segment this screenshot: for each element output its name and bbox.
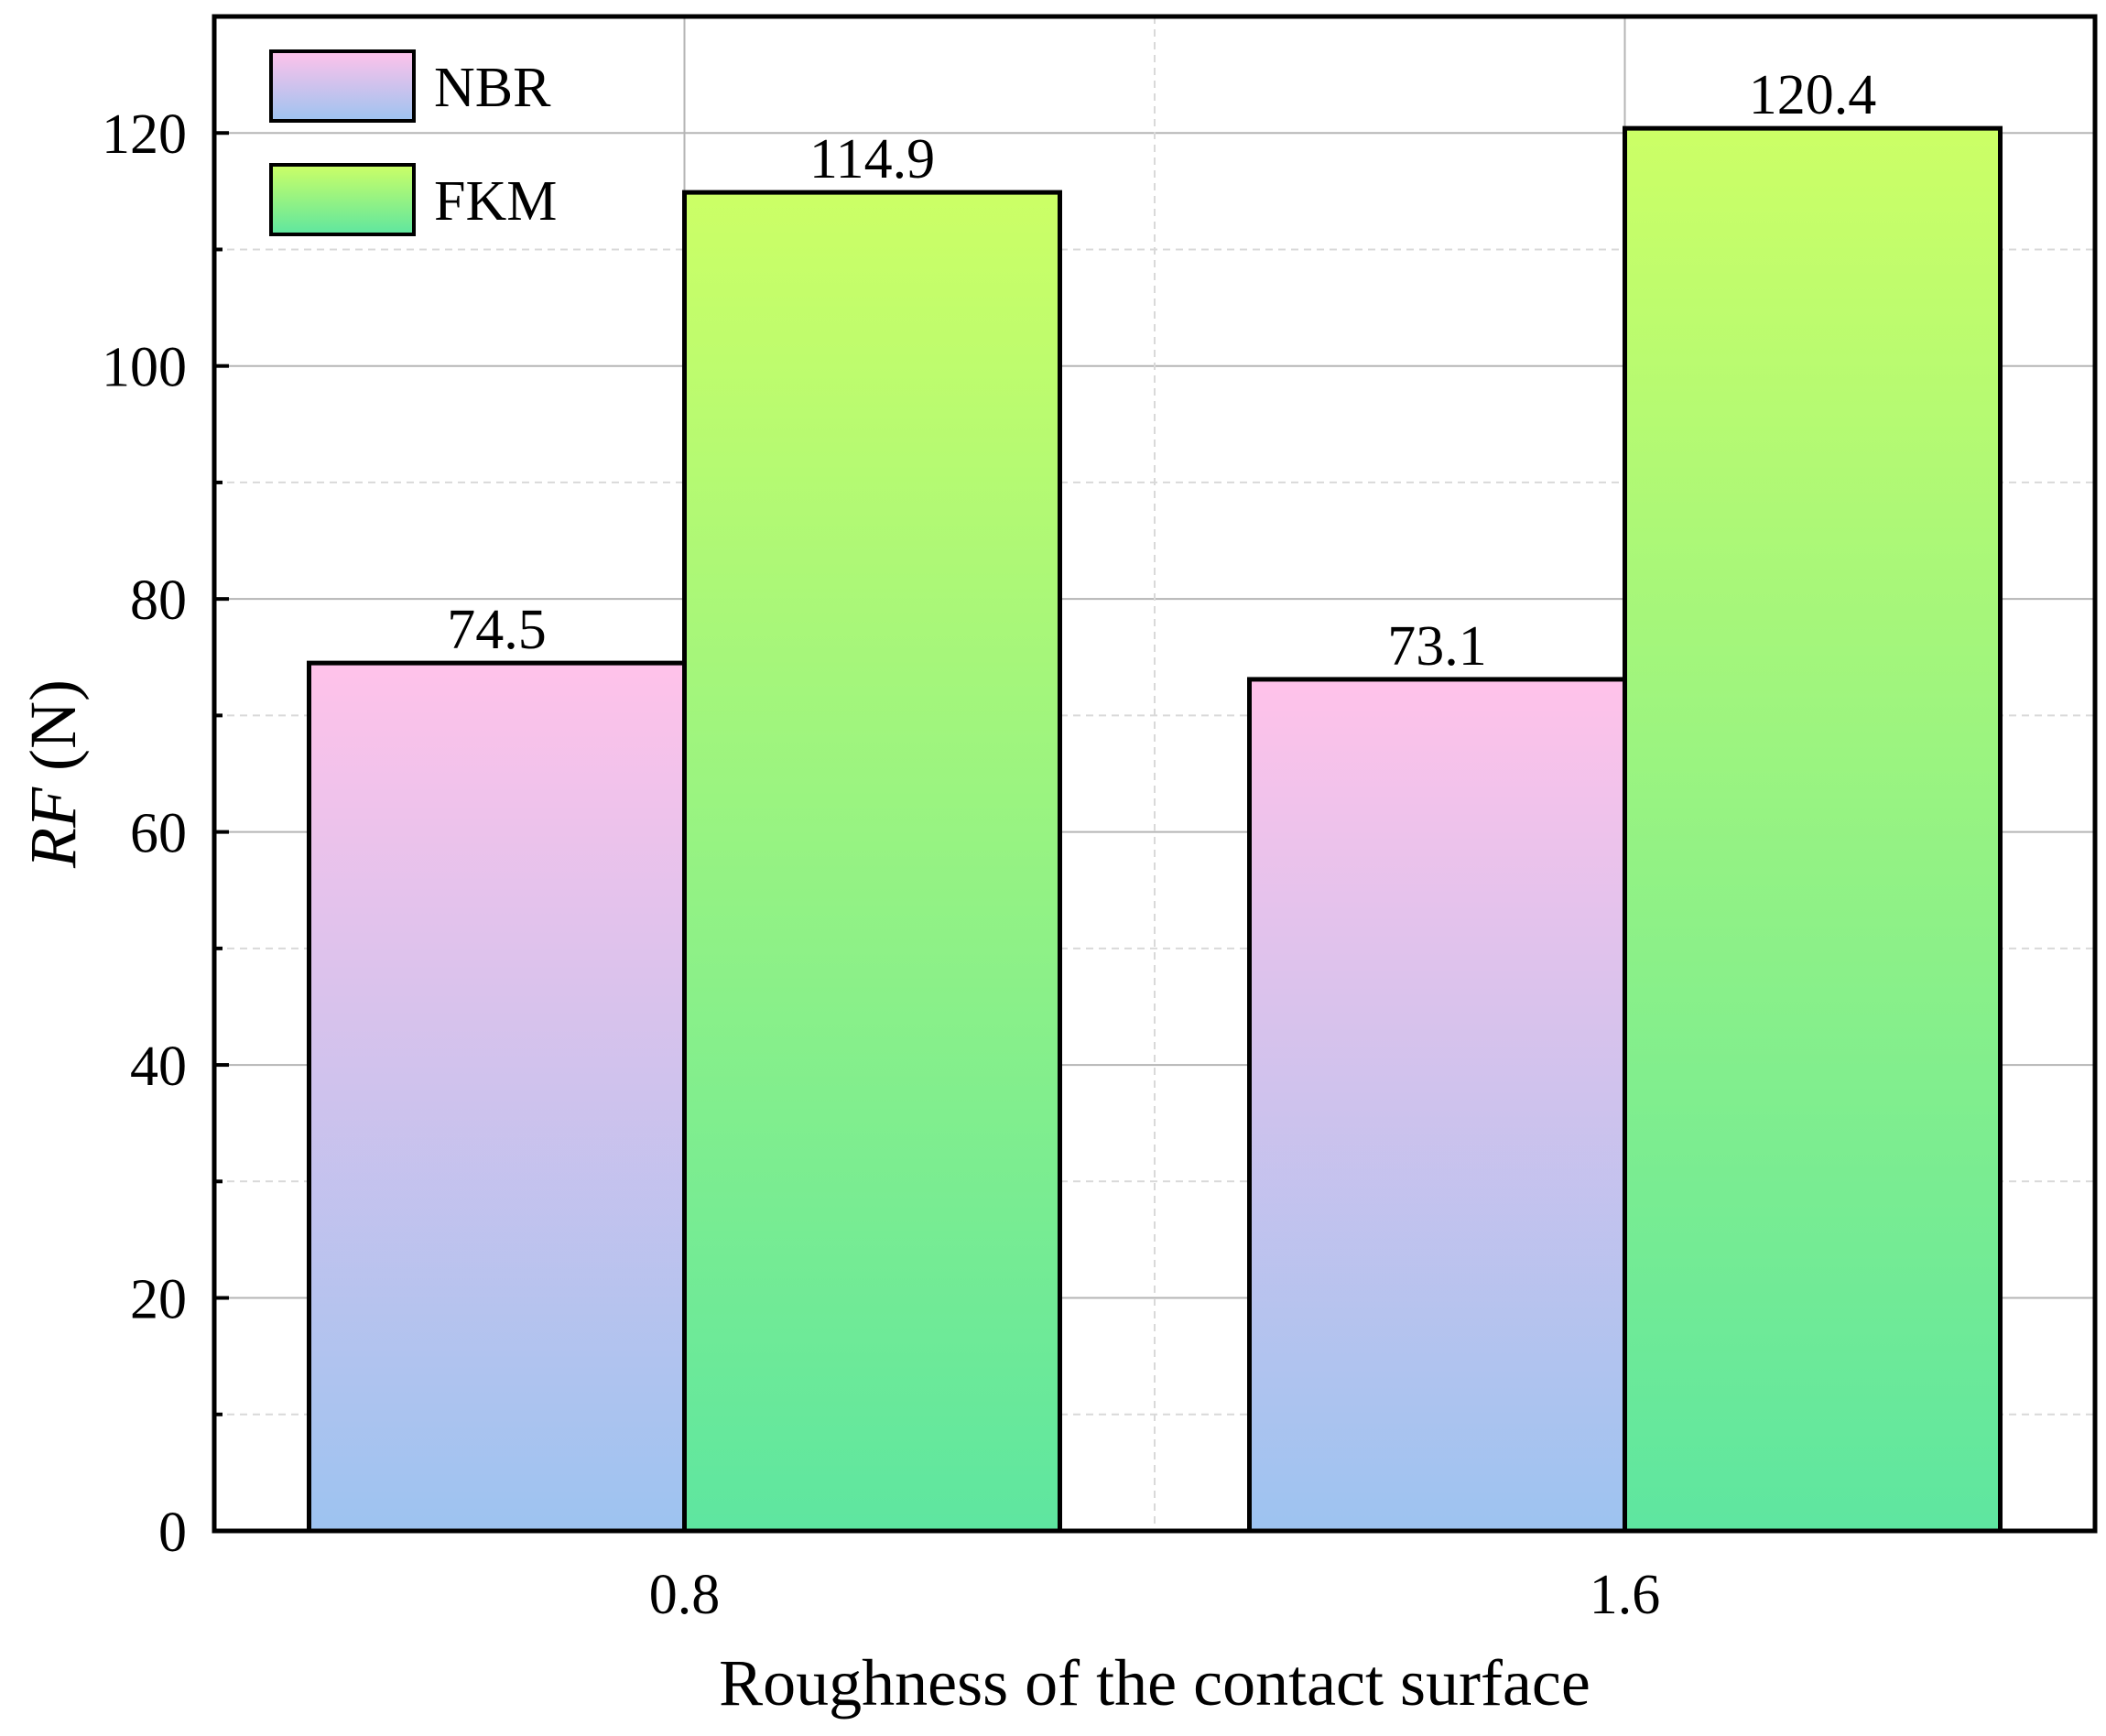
data-label-nbr-1.6: 73.1: [1387, 615, 1487, 678]
legend-label-fkm: FKM: [434, 170, 557, 233]
y-axis-title-symbol: RF: [16, 787, 90, 869]
y-tick-label: 20: [130, 1269, 187, 1331]
y-axis-title-unit: (N): [16, 679, 90, 787]
legend-swatch-nbr: [269, 49, 416, 123]
y-tick-label: 80: [130, 570, 187, 632]
x-axis-title: Roughness of the contact surface: [719, 1646, 1590, 1720]
y-tick-label: 120: [102, 103, 187, 166]
plot-frame: [212, 14, 2098, 1534]
data-label-fkm-0.8: 114.9: [809, 128, 935, 190]
y-tick-label: 0: [158, 1502, 187, 1564]
y-tick-label: 60: [130, 803, 187, 865]
y-tick-label: 100: [102, 337, 187, 399]
x-tick-label: 0.8: [649, 1564, 721, 1626]
x-tick-label: 1.6: [1590, 1564, 1661, 1626]
data-label-fkm-1.6: 120.4: [1749, 64, 1877, 126]
legend: NBR FKM: [269, 49, 557, 236]
bar-fkm-1.6: [1623, 125, 2003, 1534]
bars: [307, 125, 2003, 1534]
bar-nbr-1.6: [1247, 677, 1627, 1534]
data-labels: 74.5 114.9 73.1 120.4: [447, 64, 1876, 678]
legend-swatch-fkm: [269, 163, 416, 236]
bar-fkm-0.8: [682, 190, 1062, 1534]
bar-nbr-0.8: [307, 660, 687, 1534]
y-axis-title: RF (N): [16, 679, 90, 869]
data-label-nbr-0.8: 74.5: [447, 599, 547, 661]
legend-label-nbr: NBR: [434, 57, 551, 119]
y-tick-label: 40: [130, 1036, 187, 1098]
